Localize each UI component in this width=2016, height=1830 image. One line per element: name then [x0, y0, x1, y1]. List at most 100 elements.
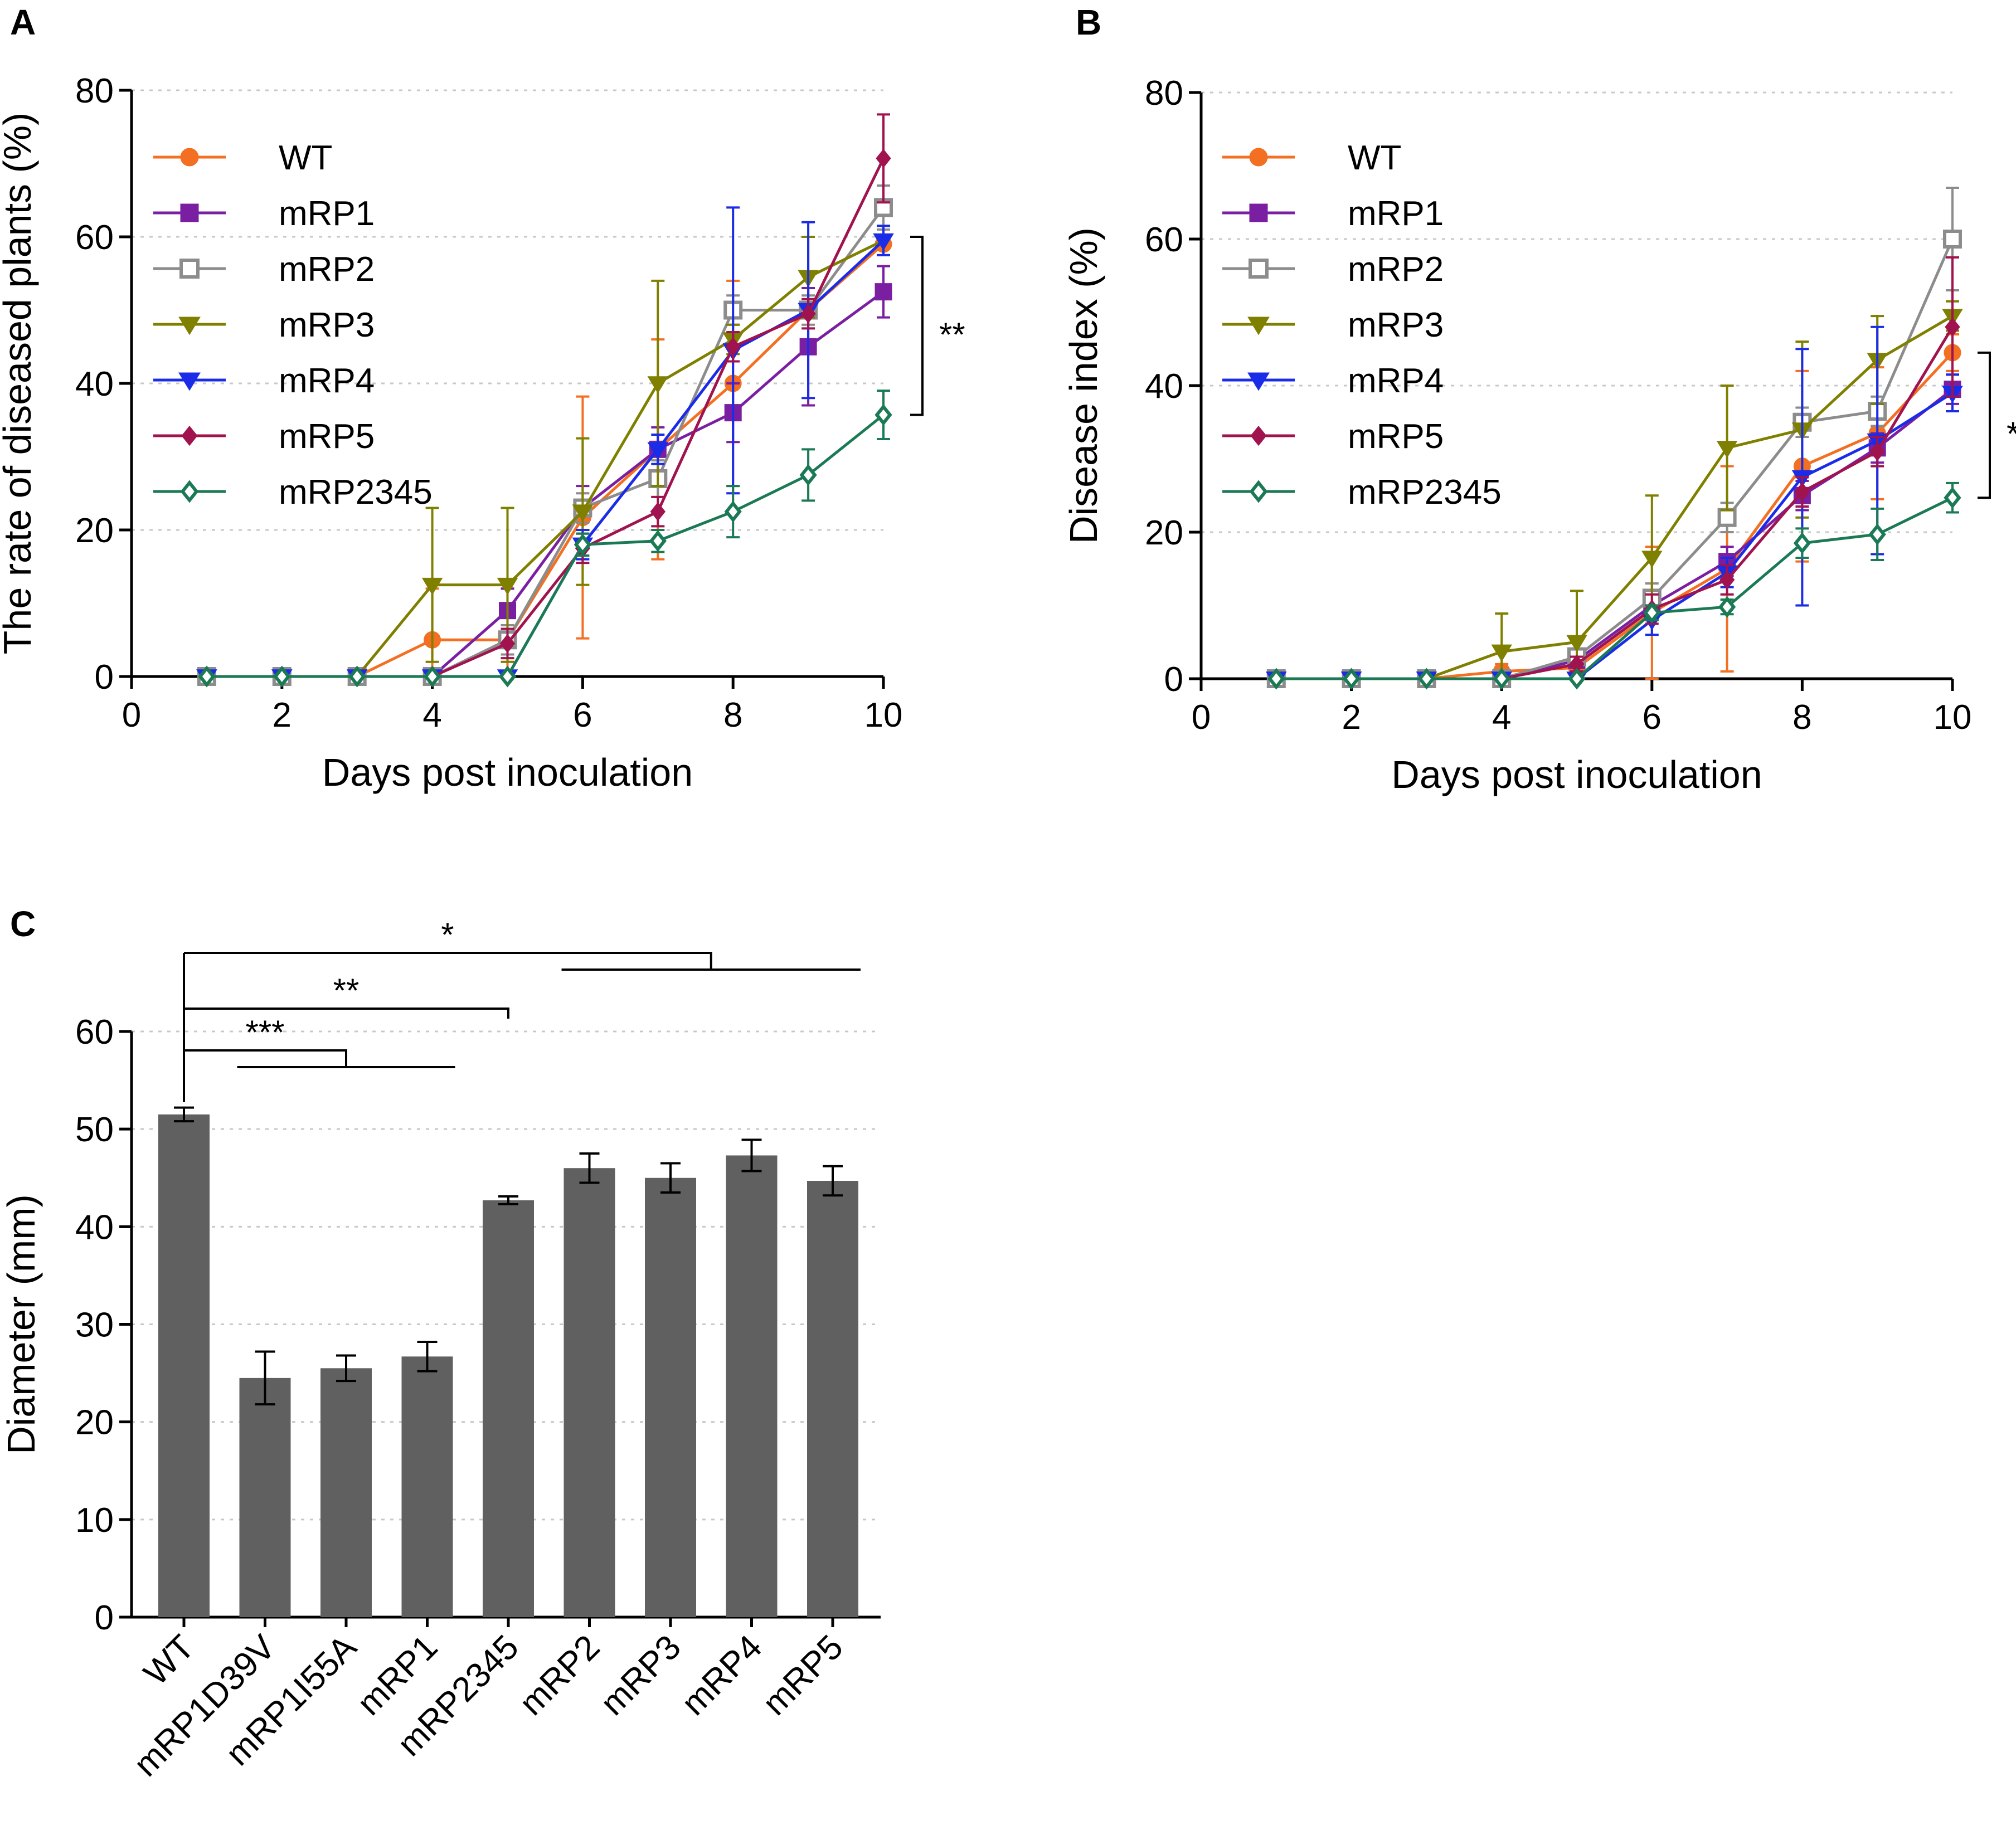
data-point [799, 464, 817, 486]
legend-item-mrp2: mRP2 [1222, 250, 1444, 289]
data-point [1493, 668, 1510, 690]
data-point [1945, 317, 1960, 337]
data-point [1491, 644, 1512, 662]
legend-label: mRP3 [279, 306, 375, 344]
data-point [572, 504, 594, 522]
legend-item-mrp2345: mRP2345 [1222, 473, 1502, 512]
legend-marker [1249, 203, 1268, 222]
legend-item-mrp1: mRP1 [1222, 194, 1444, 233]
data-point [1718, 596, 1736, 618]
legend-item-mrp2345: mRP2345 [153, 473, 433, 512]
panel-letter-a: A [10, 2, 36, 42]
data-point [1943, 230, 1962, 249]
legend-marker [1247, 317, 1270, 335]
data-point [1342, 668, 1361, 690]
x-tick-label: 2 [273, 696, 292, 734]
y-tick-label: 60 [1145, 221, 1183, 259]
y-tick-label: 60 [75, 1013, 114, 1052]
legend-label: mRP3 [1348, 306, 1444, 344]
legend-label: mRP1 [279, 194, 375, 233]
y-tick-label: 0 [1164, 660, 1183, 699]
legend-marker [180, 148, 199, 167]
data-point [1566, 635, 1587, 653]
data-point [876, 149, 891, 168]
legend-label: WT [1348, 139, 1401, 177]
data-point [574, 533, 592, 556]
data-point [1793, 532, 1811, 554]
significance-label: ** [333, 972, 360, 1009]
y-tick-label: 60 [75, 218, 114, 257]
legend-item-mrp1: mRP1 [153, 194, 375, 233]
data-point [198, 665, 216, 688]
data-point [875, 404, 892, 426]
bar [239, 1378, 291, 1617]
series-mrp2345 [198, 390, 892, 688]
data-point [1717, 508, 1737, 527]
y-axis-title: The rate of diseased plants (%) [0, 113, 39, 655]
x-axis-title: Days post inoculation [1391, 753, 1762, 796]
legend-item-wt: WT [153, 139, 332, 177]
x-tick-label: 6 [573, 696, 592, 734]
series-line [206, 413, 885, 678]
data-point [1267, 668, 1285, 690]
data-point [1869, 442, 1885, 461]
data-point [1868, 523, 1886, 546]
significance-bracket [910, 236, 924, 416]
x-tick-label: 2 [1342, 698, 1361, 737]
legend-item-mrp3: mRP3 [1222, 306, 1444, 344]
bar [726, 1155, 778, 1617]
x-tick-label: 10 [1934, 698, 1972, 737]
data-point [273, 665, 291, 688]
series-line [1276, 239, 1954, 680]
data-point [1794, 482, 1810, 502]
legend-marker [180, 203, 199, 222]
legend-label: mRP2 [1348, 250, 1444, 289]
y-axis-title: Diameter (mm) [0, 1194, 43, 1454]
y-tick-label: 0 [95, 1599, 114, 1637]
legend-marker [178, 372, 201, 391]
series-line [1276, 496, 1954, 680]
y-tick-label: 0 [95, 658, 114, 697]
data-point [423, 665, 441, 688]
legend-item-mrp2: mRP2 [153, 250, 375, 289]
y-tick-label: 30 [75, 1306, 114, 1345]
data-point [1568, 668, 1586, 690]
significance-group: * [183, 916, 861, 1102]
significance-bracket [1978, 351, 1991, 499]
legend-marker [180, 480, 199, 503]
legend-marker [179, 259, 200, 279]
panel-a: A 0 20 40 60 80 0 2 4 6 8 10 Days post inoculation Th… [0, 2, 965, 794]
data-point [1417, 668, 1436, 690]
legend-marker [1247, 372, 1270, 391]
x-tick-label: 0 [122, 696, 141, 734]
bar [483, 1200, 534, 1617]
panel-letter-c: C [10, 904, 36, 944]
legend-label: mRP5 [279, 417, 375, 456]
panel-b: B 0 20 40 60 80 0 2 4 6 8 10 Days post inoculation Di… [1062, 2, 2016, 796]
data-point [873, 233, 894, 251]
x-tick-label: 0 [1192, 698, 1211, 737]
legend-marker [1249, 259, 1269, 279]
legend-item-mrp5: mRP5 [1222, 417, 1444, 456]
y-tick-label: 80 [75, 72, 114, 110]
data-point [497, 577, 518, 595]
legend-label: mRP2 [279, 250, 375, 289]
significance-bracket [184, 1049, 347, 1067]
data-point [647, 442, 669, 460]
x-tick-label: mRP5 [755, 1628, 851, 1723]
x-tick-label: 6 [1643, 698, 1662, 737]
data-point [1716, 441, 1738, 459]
data-point [1643, 602, 1661, 624]
legend-marker [181, 425, 198, 446]
legend-label: WT [279, 139, 332, 177]
x-tick-label: mRP3 [593, 1628, 688, 1723]
significance-group: ** [183, 972, 509, 1102]
bar-group-wt: WT [137, 1106, 210, 1693]
data-point [725, 337, 741, 357]
significance-label: * [441, 916, 454, 953]
data-point [348, 665, 366, 688]
legend-label: mRP1 [1348, 194, 1444, 233]
data-point [421, 577, 443, 595]
